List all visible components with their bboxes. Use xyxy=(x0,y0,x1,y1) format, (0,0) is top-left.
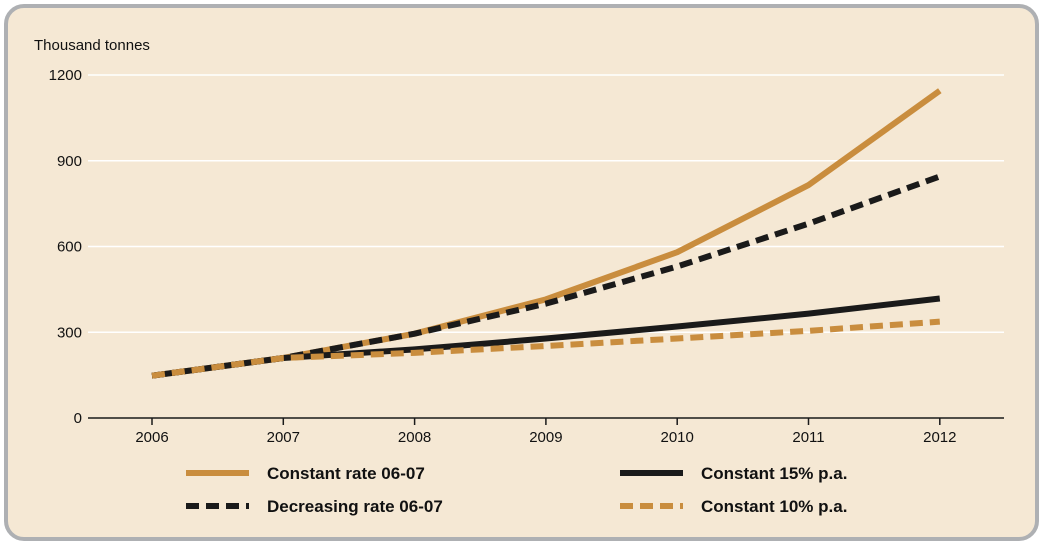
legend-label-1: Decreasing rate 06-07 xyxy=(267,497,443,516)
legend-label-3: Constant 10% p.a. xyxy=(701,497,847,516)
y-tick-label: 300 xyxy=(57,324,82,341)
y-tick-labels: 0 300 600 900 1200 xyxy=(49,67,82,427)
y-tick-label: 1200 xyxy=(49,67,82,84)
legend: Constant rate 06-07 Decreasing rate 06-07… xyxy=(186,464,847,516)
x-tick-label: 2011 xyxy=(792,429,824,446)
x-tick-label: 2007 xyxy=(267,429,300,446)
series-line-2 xyxy=(151,295,941,379)
chart-frame xyxy=(4,4,1039,541)
x-tick-label: 2006 xyxy=(135,429,168,446)
legend-label-0: Constant rate 06-07 xyxy=(267,464,425,483)
series-line-3 xyxy=(151,318,941,379)
y-tick-label: 900 xyxy=(57,153,82,170)
series-line-1 xyxy=(151,173,941,379)
x-axis: 2006 2007 2008 2009 2010 2011 2012 xyxy=(88,417,1004,446)
y-tick-label: 600 xyxy=(57,239,82,256)
x-tick-label: 2009 xyxy=(529,429,562,446)
x-tick-label: 2012 xyxy=(923,429,956,446)
legend-label-2: Constant 15% p.a. xyxy=(701,464,847,483)
y-tick-label: 0 xyxy=(74,410,82,427)
y-axis-label: Thousand tonnes xyxy=(34,37,150,54)
x-tick-label: 2008 xyxy=(398,429,431,446)
x-tick-label: 2010 xyxy=(661,429,694,446)
series-lines xyxy=(151,88,942,379)
gridlines xyxy=(88,74,1004,333)
